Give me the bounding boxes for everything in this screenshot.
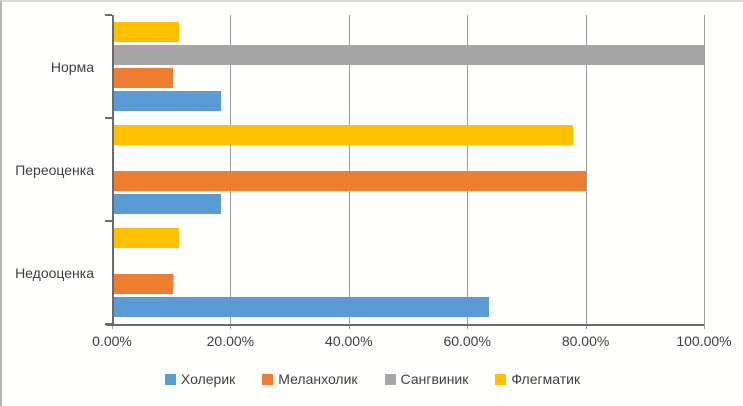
- chart-legend: Холерик Меланхолик Сангвиник Флегматик: [2, 371, 743, 387]
- category-axis-tick: [105, 14, 112, 16]
- category-group: [114, 15, 704, 118]
- legend-swatch: [384, 373, 396, 385]
- value-axis-line-vertical: [112, 15, 114, 324]
- legend-label: Холерик: [180, 371, 236, 387]
- category-axis-tick: [105, 116, 112, 119]
- category-label: Переоценка: [15, 161, 94, 178]
- bar: [114, 193, 222, 214]
- category-axis-tick: [105, 323, 112, 325]
- bar: [114, 170, 586, 191]
- plot-area: [105, 14, 705, 329]
- legend-label: Меланхолик: [278, 371, 358, 387]
- bar: [114, 227, 180, 248]
- bar: [114, 296, 490, 317]
- legend-item: Холерик: [164, 371, 236, 387]
- legend-label: Сангвиник: [400, 371, 469, 387]
- legend-item: Меланхолик: [262, 371, 358, 387]
- value-axis-tick-label: 40.00%: [325, 333, 373, 349]
- category-group: [114, 221, 704, 324]
- category-label: Недооценка: [15, 264, 94, 281]
- value-axis-tick-label: 0.00%: [92, 333, 132, 349]
- value-axis-line-horizontal: [106, 324, 704, 326]
- bar: [114, 44, 704, 65]
- axis-tick: [112, 324, 113, 329]
- bar: [114, 21, 180, 42]
- legend-swatch: [262, 373, 274, 385]
- bar: [114, 90, 222, 111]
- value-axis-tick-label: 60.00%: [443, 333, 491, 349]
- legend-swatch: [164, 373, 176, 385]
- legend-label: Флегматик: [511, 371, 581, 387]
- bar: [114, 67, 173, 88]
- category-axis-tick: [105, 219, 112, 222]
- category-group: [114, 118, 704, 221]
- legend-item: Флегматик: [495, 371, 580, 387]
- gridline: [585, 15, 587, 329]
- category-label: Норма: [50, 58, 94, 75]
- value-axis-tick-label: 80.00%: [561, 333, 610, 349]
- value-axis-tick-label: 20.00%: [206, 333, 255, 349]
- legend-swatch: [495, 373, 507, 385]
- bar: [114, 273, 173, 294]
- value-axis-tick-label: 100.00%: [676, 333, 732, 349]
- gridline: [704, 15, 705, 329]
- legend-item: Сангвиник: [384, 371, 469, 387]
- bar: [114, 124, 574, 145]
